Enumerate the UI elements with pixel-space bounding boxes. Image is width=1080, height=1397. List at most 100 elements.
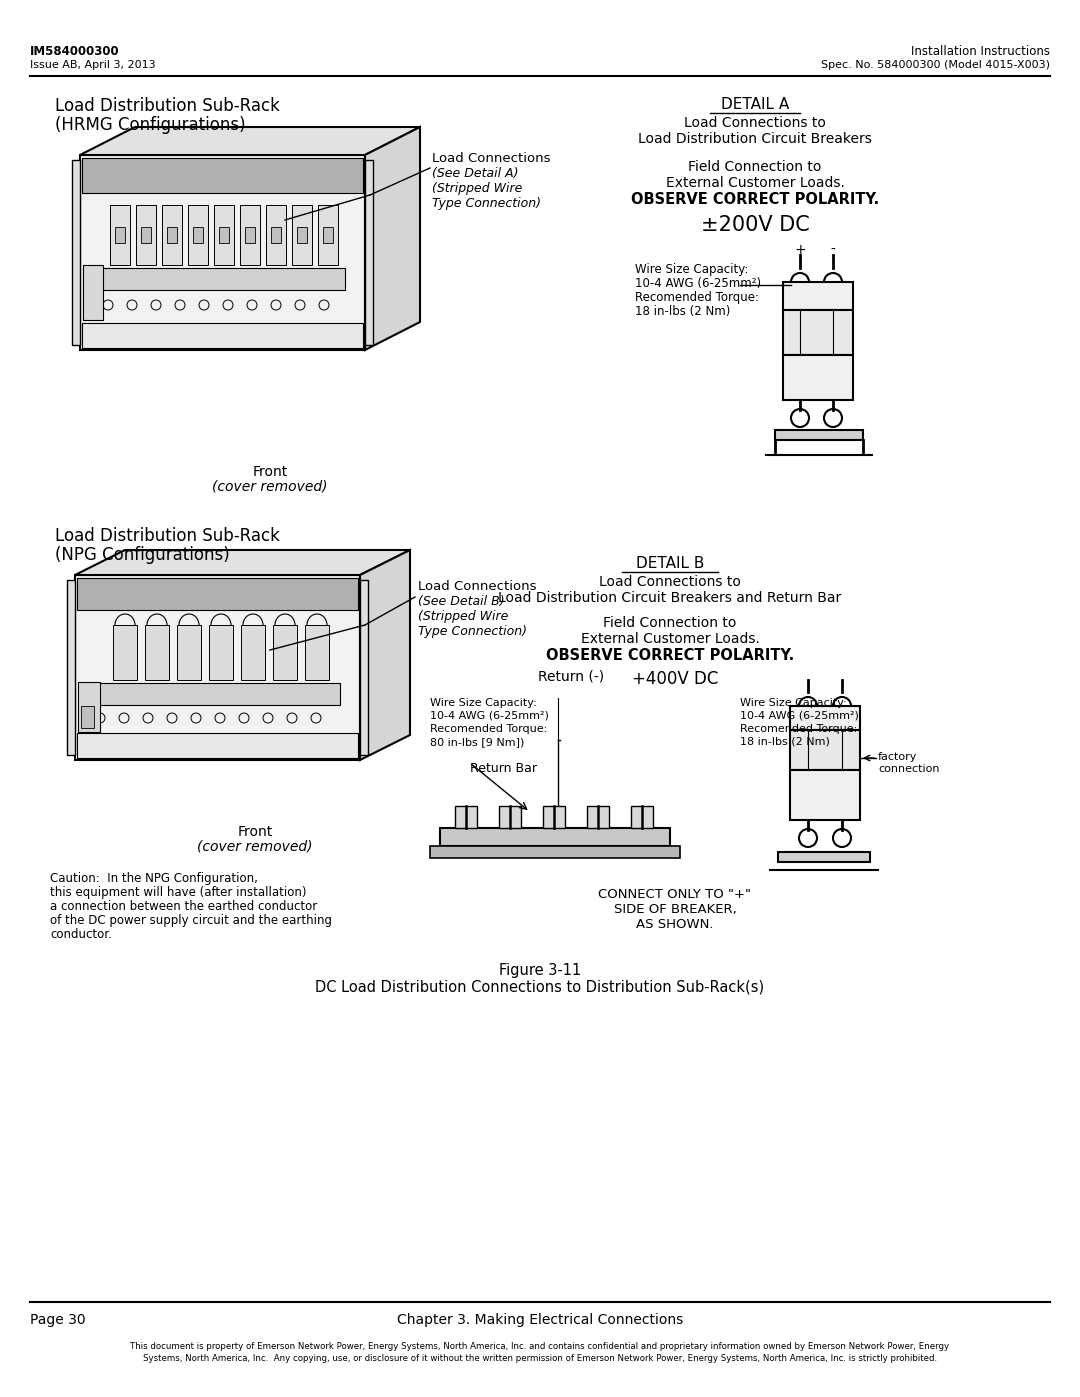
- Polygon shape: [80, 127, 420, 155]
- Polygon shape: [360, 550, 410, 760]
- Bar: [77, 733, 357, 759]
- Bar: [78, 682, 100, 732]
- Text: (HRMG Configurations): (HRMG Configurations): [55, 116, 245, 134]
- Bar: [193, 226, 203, 243]
- Text: This document is property of Emerson Network Power, Energy Systems, North Americ: This document is property of Emerson Net…: [131, 1343, 949, 1351]
- Text: ±200V DC: ±200V DC: [701, 215, 809, 235]
- Bar: [82, 158, 363, 193]
- Text: Spec. No. 584000300 (Model 4015-X003): Spec. No. 584000300 (Model 4015-X003): [821, 60, 1050, 70]
- Text: (cover removed): (cover removed): [198, 840, 313, 854]
- Bar: [273, 624, 297, 680]
- Bar: [77, 578, 357, 610]
- Text: 10-4 AWG (6-25mm²): 10-4 AWG (6-25mm²): [740, 711, 859, 721]
- Text: Recomended Torque:: Recomended Torque:: [740, 724, 858, 733]
- Text: Field Connection to: Field Connection to: [688, 161, 822, 175]
- Text: Load Connections: Load Connections: [432, 152, 551, 165]
- Bar: [162, 205, 183, 265]
- Text: (cover removed): (cover removed): [213, 481, 327, 495]
- Bar: [214, 205, 234, 265]
- Bar: [440, 828, 670, 847]
- Text: Chapter 3. Making Electrical Connections: Chapter 3. Making Electrical Connections: [396, 1313, 684, 1327]
- Text: Load Distribution Sub-Rack: Load Distribution Sub-Rack: [55, 96, 280, 115]
- Bar: [167, 226, 177, 243]
- Bar: [136, 205, 156, 265]
- Bar: [219, 226, 229, 243]
- Text: of the DC power supply circuit and the earthing: of the DC power supply circuit and the e…: [50, 914, 332, 928]
- Text: OBSERVE CORRECT POLARITY.: OBSERVE CORRECT POLARITY.: [545, 648, 794, 664]
- Bar: [318, 205, 338, 265]
- Text: (See Detail B): (See Detail B): [418, 595, 504, 608]
- Bar: [75, 576, 360, 760]
- Bar: [145, 624, 168, 680]
- Text: conductor.: conductor.: [50, 928, 112, 942]
- Text: this equipment will have (after installation): this equipment will have (after installa…: [50, 886, 307, 900]
- Bar: [95, 683, 340, 705]
- Bar: [305, 624, 329, 680]
- Bar: [783, 355, 853, 400]
- Bar: [789, 770, 860, 820]
- Bar: [789, 731, 860, 770]
- Text: Return Bar: Return Bar: [470, 761, 537, 775]
- Text: External Customer Loads.: External Customer Loads.: [665, 176, 845, 190]
- Text: Wire Size Capacity:: Wire Size Capacity:: [635, 263, 748, 277]
- Bar: [297, 226, 307, 243]
- Bar: [80, 155, 365, 351]
- Text: Systems, North America, Inc.  Any copying, use, or disclosure of it without the : Systems, North America, Inc. Any copying…: [143, 1354, 937, 1363]
- Text: Caution:  In the NPG Configuration,: Caution: In the NPG Configuration,: [50, 872, 258, 886]
- Text: Figure 3-11: Figure 3-11: [499, 963, 581, 978]
- Bar: [82, 323, 363, 348]
- Text: CONNECT ONLY TO "+": CONNECT ONLY TO "+": [598, 888, 752, 901]
- Text: Installation Instructions: Installation Instructions: [912, 45, 1050, 59]
- Bar: [67, 580, 75, 754]
- Bar: [177, 624, 201, 680]
- Bar: [271, 226, 281, 243]
- Bar: [455, 806, 477, 828]
- Text: Type Connection): Type Connection): [432, 197, 541, 210]
- Bar: [778, 852, 870, 862]
- Bar: [240, 205, 260, 265]
- Bar: [266, 205, 286, 265]
- Bar: [100, 268, 345, 291]
- Bar: [210, 624, 233, 680]
- Text: OBSERVE CORRECT POLARITY.: OBSERVE CORRECT POLARITY.: [631, 191, 879, 207]
- Text: Load Connections to: Load Connections to: [684, 116, 826, 130]
- Text: Page 30: Page 30: [30, 1313, 85, 1327]
- Bar: [789, 705, 860, 731]
- Bar: [110, 205, 130, 265]
- Text: Return (-): Return (-): [538, 671, 604, 685]
- Bar: [543, 806, 565, 828]
- Bar: [141, 226, 151, 243]
- Polygon shape: [75, 550, 410, 576]
- Text: External Customer Loads.: External Customer Loads.: [581, 631, 759, 645]
- Bar: [365, 161, 373, 345]
- Bar: [83, 265, 103, 320]
- Text: Load Connections to: Load Connections to: [599, 576, 741, 590]
- Text: Wire Size Capacity:: Wire Size Capacity:: [740, 698, 847, 708]
- Text: Recomended Torque:: Recomended Torque:: [635, 291, 759, 305]
- Text: DETAIL B: DETAIL B: [636, 556, 704, 571]
- Bar: [775, 430, 863, 440]
- Text: 80 in-lbs [9 Nm]): 80 in-lbs [9 Nm]): [430, 738, 525, 747]
- Text: connection: connection: [878, 764, 940, 774]
- Text: +: +: [794, 243, 806, 257]
- Bar: [81, 705, 94, 728]
- Text: a connection between the earthed conductor: a connection between the earthed conduct…: [50, 900, 318, 914]
- Bar: [783, 310, 853, 355]
- Polygon shape: [365, 127, 420, 351]
- Text: DETAIL A: DETAIL A: [720, 96, 789, 112]
- Text: 18 in-lbs (2 Nm): 18 in-lbs (2 Nm): [635, 305, 730, 319]
- Bar: [113, 624, 137, 680]
- Text: 10-4 AWG (6-25mm²): 10-4 AWG (6-25mm²): [430, 711, 549, 721]
- Text: DC Load Distribution Connections to Distribution Sub-Rack(s): DC Load Distribution Connections to Dist…: [315, 981, 765, 995]
- Bar: [245, 226, 255, 243]
- Text: (See Detail A): (See Detail A): [432, 168, 518, 180]
- Text: Type Connection): Type Connection): [418, 624, 527, 638]
- Bar: [188, 205, 208, 265]
- Text: 18 in-lbs (2 Nm): 18 in-lbs (2 Nm): [740, 738, 829, 747]
- Text: (Stripped Wire: (Stripped Wire: [418, 610, 509, 623]
- Bar: [588, 806, 609, 828]
- Text: IM584000300: IM584000300: [30, 45, 120, 59]
- Text: factory: factory: [878, 752, 917, 761]
- Bar: [499, 806, 521, 828]
- Text: Load Distribution Sub-Rack: Load Distribution Sub-Rack: [55, 527, 280, 545]
